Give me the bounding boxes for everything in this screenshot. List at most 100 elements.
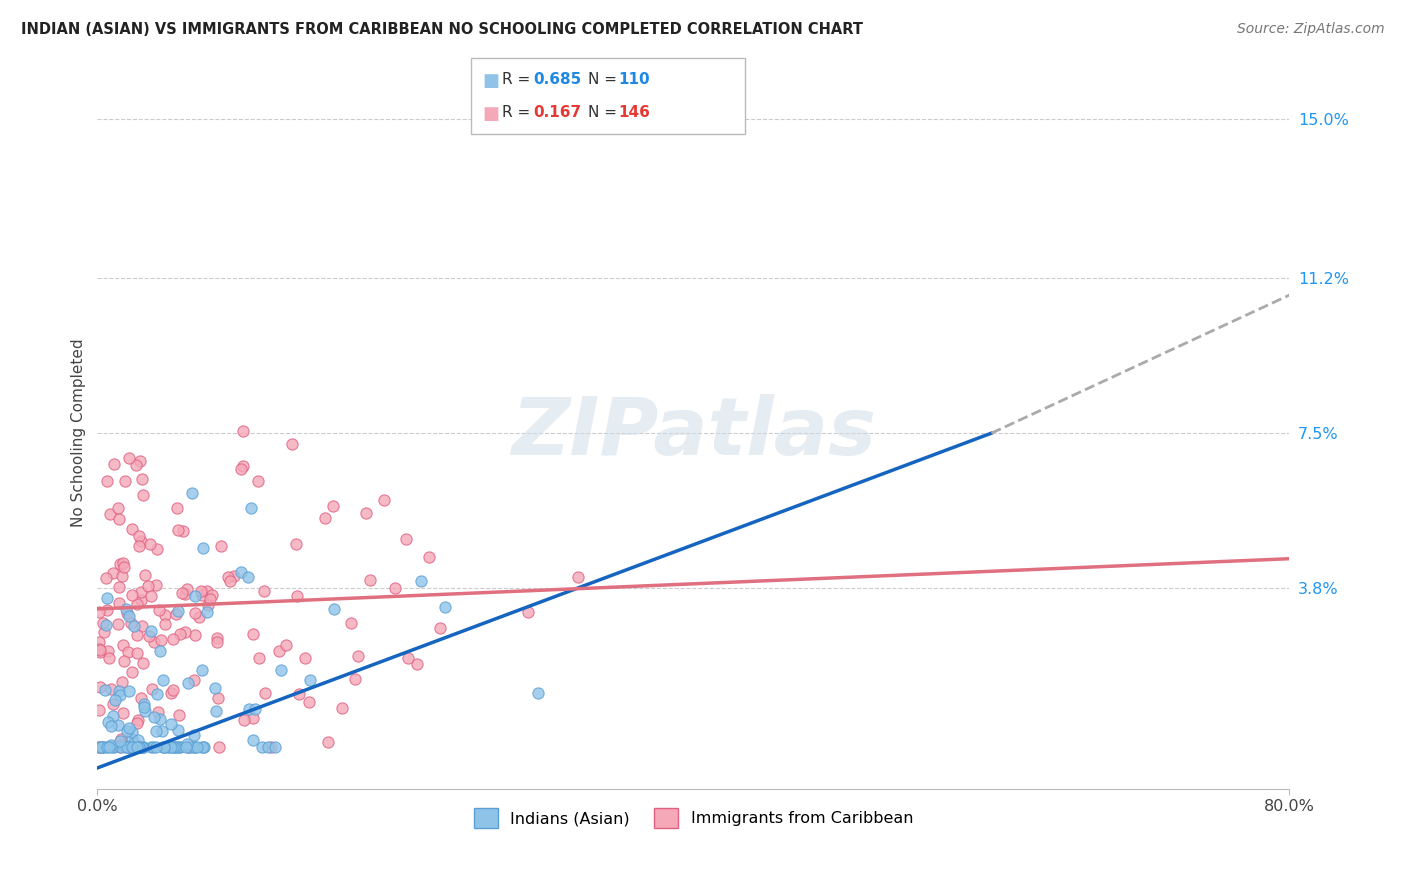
Point xyxy=(141,624,163,638)
Point xyxy=(179,739,201,754)
Point xyxy=(191,541,214,555)
Point xyxy=(239,500,262,515)
Point xyxy=(222,569,245,583)
Point xyxy=(111,638,134,652)
Point xyxy=(298,673,321,687)
Point xyxy=(166,500,188,515)
Point xyxy=(142,739,165,754)
Point xyxy=(238,702,260,716)
Point xyxy=(174,587,197,601)
Point xyxy=(122,736,145,750)
Point xyxy=(183,728,205,742)
Point xyxy=(96,475,118,489)
Point xyxy=(253,584,276,599)
Point xyxy=(111,674,134,689)
Point xyxy=(103,458,125,472)
Point xyxy=(207,691,229,706)
Point xyxy=(129,739,152,754)
Point xyxy=(129,592,152,607)
Text: ZIPatlas: ZIPatlas xyxy=(510,394,876,472)
Text: N =: N = xyxy=(588,105,621,120)
Point xyxy=(148,712,170,726)
Point xyxy=(110,738,132,752)
Point xyxy=(146,541,169,556)
Point xyxy=(125,715,148,730)
Point xyxy=(127,713,149,727)
Point xyxy=(146,705,169,719)
Point xyxy=(169,627,191,641)
Point xyxy=(294,650,316,665)
Point xyxy=(93,739,115,754)
Point xyxy=(162,683,184,698)
Point xyxy=(322,602,344,616)
Point xyxy=(208,739,231,754)
Point xyxy=(112,556,135,570)
Point xyxy=(91,615,114,630)
Point xyxy=(98,650,121,665)
Point xyxy=(100,739,122,754)
Point xyxy=(87,703,110,717)
Text: 0.167: 0.167 xyxy=(533,105,581,120)
Point xyxy=(108,734,131,748)
Point xyxy=(132,698,155,712)
Point xyxy=(128,739,150,754)
Point xyxy=(170,586,193,600)
Point xyxy=(197,598,219,612)
Point xyxy=(188,609,211,624)
Point xyxy=(122,619,145,633)
Point xyxy=(242,733,264,747)
Point xyxy=(190,663,212,677)
Point xyxy=(87,739,110,754)
Point xyxy=(433,600,456,615)
Y-axis label: No Schooling Completed: No Schooling Completed xyxy=(72,339,86,527)
Point xyxy=(384,581,406,595)
Point xyxy=(112,654,135,668)
Point xyxy=(108,595,131,609)
Point xyxy=(108,557,131,571)
Point xyxy=(115,723,138,738)
Point xyxy=(176,738,198,752)
Point xyxy=(114,739,136,754)
Point xyxy=(111,569,134,583)
Point xyxy=(314,510,336,524)
Point xyxy=(195,583,218,598)
Point xyxy=(232,424,254,438)
Point xyxy=(229,462,252,476)
Point xyxy=(87,605,110,619)
Point xyxy=(205,635,228,649)
Point xyxy=(87,642,110,657)
Point xyxy=(129,454,152,468)
Point xyxy=(232,713,254,727)
Point xyxy=(373,492,395,507)
Point xyxy=(149,633,172,648)
Point xyxy=(359,573,381,587)
Point xyxy=(517,605,540,619)
Point xyxy=(152,673,174,687)
Text: 146: 146 xyxy=(619,105,651,120)
Point xyxy=(94,617,117,632)
Point xyxy=(145,578,167,592)
Point xyxy=(181,486,204,500)
Point xyxy=(131,739,153,754)
Point xyxy=(242,711,264,725)
Point xyxy=(218,570,240,584)
Point xyxy=(103,739,125,754)
Point xyxy=(247,650,270,665)
Point xyxy=(245,702,267,716)
Point xyxy=(118,739,141,754)
Point xyxy=(267,643,290,657)
Point xyxy=(96,602,118,616)
Point xyxy=(117,645,139,659)
Point xyxy=(127,739,149,754)
Point xyxy=(270,663,292,677)
Point xyxy=(183,673,205,688)
Point xyxy=(101,566,124,581)
Point xyxy=(125,646,148,660)
Point xyxy=(104,693,127,707)
Point xyxy=(166,739,188,754)
Point xyxy=(191,588,214,602)
Point xyxy=(567,570,589,584)
Point xyxy=(209,539,232,553)
Legend: Indians (Asian), Immigrants from Caribbean: Indians (Asian), Immigrants from Caribbe… xyxy=(467,802,920,834)
Point xyxy=(190,583,212,598)
